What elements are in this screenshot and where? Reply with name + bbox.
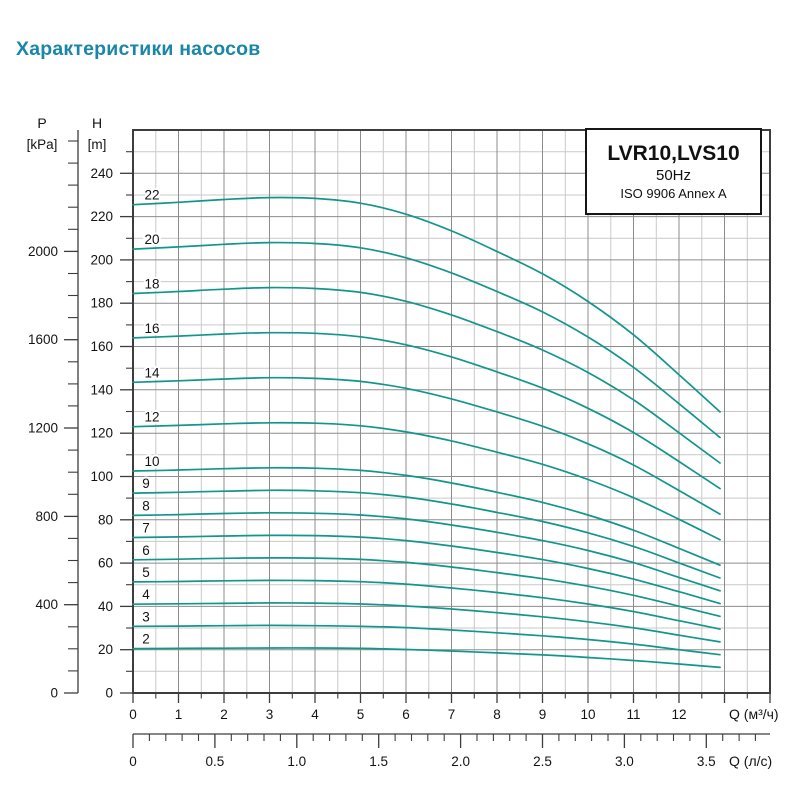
curve-label-14: 14 bbox=[144, 365, 160, 380]
qm3h-tick-label: 1 bbox=[175, 707, 183, 722]
curve-label-18: 18 bbox=[144, 277, 159, 292]
head-axis-unit: [m] bbox=[88, 137, 107, 152]
pump-curves bbox=[132, 196, 721, 669]
curve-label-5: 5 bbox=[142, 565, 150, 580]
h-tick-label: 80 bbox=[98, 512, 113, 527]
pump-curve-5 bbox=[132, 579, 721, 630]
h-tick-label: 140 bbox=[90, 382, 113, 397]
qls-tick-label: 3.0 bbox=[615, 754, 634, 769]
p-tick-label: 400 bbox=[35, 597, 58, 612]
pump-curve-10 bbox=[132, 466, 721, 567]
curve-label-12: 12 bbox=[144, 410, 159, 425]
p-tick-label: 0 bbox=[50, 686, 58, 701]
curve-label-6: 6 bbox=[142, 543, 150, 558]
pump-curve-18 bbox=[132, 286, 721, 464]
pump-curve-8 bbox=[132, 511, 721, 592]
legend-model: LVR10,LVS10 bbox=[607, 141, 740, 165]
pump-curve-16 bbox=[132, 331, 721, 490]
qm3h-tick-label: 2 bbox=[220, 707, 228, 722]
pump-curve-9 bbox=[132, 489, 721, 579]
curve-label-2: 2 bbox=[142, 632, 150, 647]
curve-label-3: 3 bbox=[142, 609, 150, 624]
pump-curve-12 bbox=[132, 421, 721, 541]
pump-curve-7 bbox=[132, 534, 721, 605]
qm3h-tick-label: 12 bbox=[671, 707, 686, 722]
curve-label-20: 20 bbox=[144, 232, 159, 247]
qls-tick-label: 1.5 bbox=[369, 754, 388, 769]
p-tick-label: 1600 bbox=[28, 332, 58, 347]
flow-m3h-axis: 0 1 2 3 4 5 6 7 8 9 10 11 12 bbox=[129, 693, 771, 722]
qls-tick-label: 0 bbox=[129, 754, 137, 769]
pressure-axis: 0 400 800 1200 1600 2000 bbox=[28, 130, 79, 701]
h-tick-label: 240 bbox=[90, 166, 113, 181]
flow-m3h-axis-title: Q (м³/ч) bbox=[729, 706, 779, 722]
h-tick-label: 220 bbox=[90, 209, 113, 224]
p-tick-label: 800 bbox=[35, 509, 58, 524]
grid-major bbox=[133, 130, 770, 693]
qls-tick-label: 1.0 bbox=[287, 754, 306, 769]
qm3h-tick-label: 3 bbox=[266, 707, 274, 722]
qls-tick-label: 2.5 bbox=[533, 754, 552, 769]
h-tick-label: 180 bbox=[90, 296, 113, 311]
pump-curve-3 bbox=[132, 624, 721, 656]
qm3h-tick-label: 4 bbox=[311, 707, 319, 722]
curve-label-4: 4 bbox=[142, 587, 150, 602]
legend-frequency: 50Hz bbox=[655, 166, 692, 184]
h-tick-label: 20 bbox=[98, 642, 113, 657]
qm3h-tick-label: 5 bbox=[357, 707, 365, 722]
flow-ls-axis: 0 0.5 1.0 1.5 2.0 2.5 3.0 3.5 bbox=[129, 733, 770, 769]
page-title: Характеристики насосов bbox=[16, 38, 261, 60]
curve-label-10: 10 bbox=[144, 454, 159, 469]
h-tick-label: 120 bbox=[90, 426, 113, 441]
qls-tick-label: 2.0 bbox=[451, 754, 470, 769]
pump-curve-22 bbox=[132, 196, 721, 413]
qm3h-tick-label: 6 bbox=[402, 707, 410, 722]
qls-tick-label: 0.5 bbox=[206, 754, 225, 769]
h-tick-label: 60 bbox=[98, 556, 113, 571]
pump-curve-2 bbox=[132, 647, 721, 669]
p-tick-label: 2000 bbox=[28, 244, 58, 259]
pump-curve-6 bbox=[132, 556, 721, 618]
curve-stage-labels: 22 20 18 16 14 12 10 9 8 7 6 5 4 3 2 bbox=[140, 186, 162, 649]
qls-tick-label: 3.5 bbox=[697, 754, 716, 769]
qm3h-tick-label: 0 bbox=[129, 707, 137, 722]
head-axis-header: H bbox=[92, 115, 102, 131]
qm3h-tick-label: 9 bbox=[539, 707, 547, 722]
pump-curve-20 bbox=[132, 241, 721, 439]
grid-minor bbox=[133, 130, 770, 693]
curve-label-7: 7 bbox=[142, 521, 150, 536]
pump-curve-4 bbox=[132, 602, 721, 643]
curve-label-8: 8 bbox=[142, 498, 150, 513]
pressure-axis-header: P bbox=[37, 115, 46, 131]
h-tick-label: 40 bbox=[98, 599, 113, 614]
qm3h-tick-label: 11 bbox=[626, 707, 640, 722]
pump-curve-14 bbox=[132, 376, 721, 515]
h-tick-label: 160 bbox=[90, 339, 113, 354]
head-axis: 0 20 40 60 80 100 120 140 160 180 200 220 240 bbox=[90, 151, 133, 701]
pressure-axis-unit: [kPa] bbox=[27, 137, 58, 152]
qm3h-tick-label: 10 bbox=[580, 707, 595, 722]
flow-ls-axis-title: Q (л/с) bbox=[729, 753, 772, 769]
p-tick-label: 1200 bbox=[28, 421, 58, 436]
curve-label-9: 9 bbox=[142, 476, 150, 491]
h-tick-label: 100 bbox=[90, 469, 113, 484]
legend-box: LVR10,LVS10 50Hz ISO 9906 Annex A bbox=[585, 128, 762, 215]
h-tick-label: 200 bbox=[90, 252, 113, 267]
qm3h-tick-label: 8 bbox=[493, 707, 501, 722]
h-tick-label: 0 bbox=[105, 686, 113, 701]
curve-label-16: 16 bbox=[144, 321, 159, 336]
legend-standard: ISO 9906 Annex A bbox=[620, 185, 727, 201]
qm3h-tick-label: 7 bbox=[448, 707, 456, 722]
curve-label-22: 22 bbox=[144, 188, 159, 203]
